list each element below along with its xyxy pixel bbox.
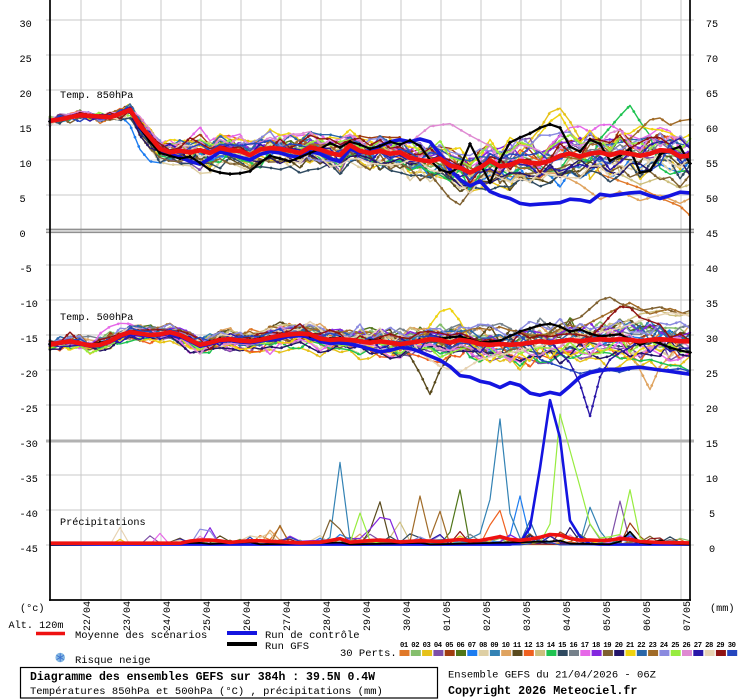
svg-text:65: 65 — [706, 90, 718, 101]
svg-text:04: 04 — [434, 642, 443, 650]
svg-text:22: 22 — [637, 642, 645, 650]
svg-text:15: 15 — [706, 440, 718, 451]
svg-text:Alt. 120m: Alt. 120m — [9, 620, 64, 632]
svg-text:55: 55 — [706, 160, 718, 171]
svg-text:-25: -25 — [20, 405, 38, 416]
svg-text:28/04: 28/04 — [322, 601, 334, 631]
svg-text:(°c): (°c) — [20, 603, 44, 615]
svg-text:5: 5 — [20, 195, 26, 206]
svg-text:02/05: 02/05 — [482, 601, 494, 631]
svg-text:01: 01 — [400, 642, 409, 650]
svg-text:30/04: 30/04 — [402, 601, 414, 631]
svg-text:Diagramme des ensembles GEFS s: Diagramme des ensembles GEFS sur 384h : … — [30, 671, 375, 684]
svg-text:23/04: 23/04 — [122, 601, 134, 631]
svg-text:-20: -20 — [20, 370, 38, 381]
svg-text:21: 21 — [626, 642, 635, 650]
svg-text:35: 35 — [706, 300, 718, 311]
svg-text:18: 18 — [592, 642, 600, 650]
svg-text:04/05: 04/05 — [562, 601, 574, 631]
svg-text:08: 08 — [479, 642, 487, 650]
svg-text:27: 27 — [694, 642, 702, 650]
svg-text:40: 40 — [706, 265, 718, 276]
svg-text:10: 10 — [502, 642, 510, 650]
svg-text:06: 06 — [457, 642, 465, 650]
svg-text:09: 09 — [490, 642, 498, 650]
svg-text:45: 45 — [706, 230, 718, 241]
svg-text:29/04: 29/04 — [362, 601, 374, 631]
svg-text:-15: -15 — [20, 335, 38, 346]
svg-text:05/05: 05/05 — [602, 601, 614, 631]
svg-text:15: 15 — [558, 642, 566, 650]
svg-text:24/04: 24/04 — [162, 601, 174, 631]
svg-text:10: 10 — [20, 160, 32, 171]
svg-text:22/04: 22/04 — [82, 601, 94, 631]
svg-text:75: 75 — [706, 20, 718, 31]
svg-text:30: 30 — [706, 335, 718, 346]
svg-text:12: 12 — [524, 642, 532, 650]
svg-text:0: 0 — [20, 230, 26, 241]
svg-text:Copyright 2026 Meteociel.fr: Copyright 2026 Meteociel.fr — [448, 684, 637, 698]
svg-text:50: 50 — [706, 195, 718, 206]
svg-text:30: 30 — [20, 20, 32, 31]
svg-text:-10: -10 — [20, 300, 38, 311]
svg-text:25: 25 — [706, 370, 718, 381]
svg-text:23: 23 — [649, 642, 657, 650]
svg-text:20: 20 — [20, 90, 32, 101]
svg-text:24: 24 — [660, 642, 669, 650]
svg-text:30 Perts.: 30 Perts. — [340, 648, 397, 660]
svg-text:Run GFS: Run GFS — [265, 641, 309, 653]
svg-text:07: 07 — [468, 642, 476, 650]
svg-text:20: 20 — [615, 642, 623, 650]
svg-text:(mm): (mm) — [710, 603, 734, 615]
svg-text:70: 70 — [706, 55, 718, 66]
svg-text:-45: -45 — [20, 545, 38, 556]
svg-text:Risque neige: Risque neige — [75, 655, 151, 667]
svg-text:16: 16 — [570, 642, 578, 650]
svg-text:-5: -5 — [20, 265, 32, 276]
svg-text:28: 28 — [705, 642, 713, 650]
svg-text:25: 25 — [671, 642, 679, 650]
svg-text:15: 15 — [20, 125, 32, 136]
svg-text:06/05: 06/05 — [642, 601, 654, 631]
svg-text:Moyenne des scénarios: Moyenne des scénarios — [75, 630, 207, 642]
svg-text:03/05: 03/05 — [522, 601, 534, 631]
svg-text:20: 20 — [706, 405, 718, 416]
svg-text:0: 0 — [709, 545, 715, 556]
svg-text:Précipitations: Précipitations — [60, 517, 146, 529]
svg-text:14: 14 — [547, 642, 556, 650]
svg-text:Run de contrôle: Run de contrôle — [265, 630, 360, 642]
svg-text:-40: -40 — [20, 510, 38, 521]
svg-text:Temp. 850hPa: Temp. 850hPa — [60, 90, 133, 102]
svg-text:30: 30 — [728, 642, 736, 650]
svg-text:07/05: 07/05 — [682, 601, 694, 631]
svg-text:Températures 850hPa et 500hPa: Températures 850hPa et 500hPa (°C) , pré… — [30, 686, 383, 698]
svg-text:29: 29 — [716, 642, 724, 650]
svg-text:03: 03 — [423, 642, 431, 650]
svg-text:02: 02 — [411, 642, 419, 650]
svg-text:-35: -35 — [20, 475, 38, 486]
svg-text:17: 17 — [581, 642, 589, 650]
svg-text:27/04: 27/04 — [282, 601, 294, 631]
svg-text:19: 19 — [603, 642, 611, 650]
svg-text:25/04: 25/04 — [202, 601, 214, 631]
svg-text:Ensemble GEFS du 21/04/2026 -: Ensemble GEFS du 21/04/2026 - 06Z — [448, 670, 656, 682]
svg-text:Temp. 500hPa: Temp. 500hPa — [60, 312, 133, 324]
svg-text:01/05: 01/05 — [442, 601, 454, 631]
svg-text:05: 05 — [445, 642, 453, 650]
svg-text:13: 13 — [536, 642, 544, 650]
svg-text:26/04: 26/04 — [242, 601, 254, 631]
svg-text:11: 11 — [513, 642, 522, 650]
svg-text:-30: -30 — [20, 440, 38, 451]
svg-text:60: 60 — [706, 125, 718, 136]
svg-text:10: 10 — [706, 475, 718, 486]
svg-text:5: 5 — [709, 510, 715, 521]
svg-text:26: 26 — [683, 642, 691, 650]
svg-text:25: 25 — [20, 55, 32, 66]
